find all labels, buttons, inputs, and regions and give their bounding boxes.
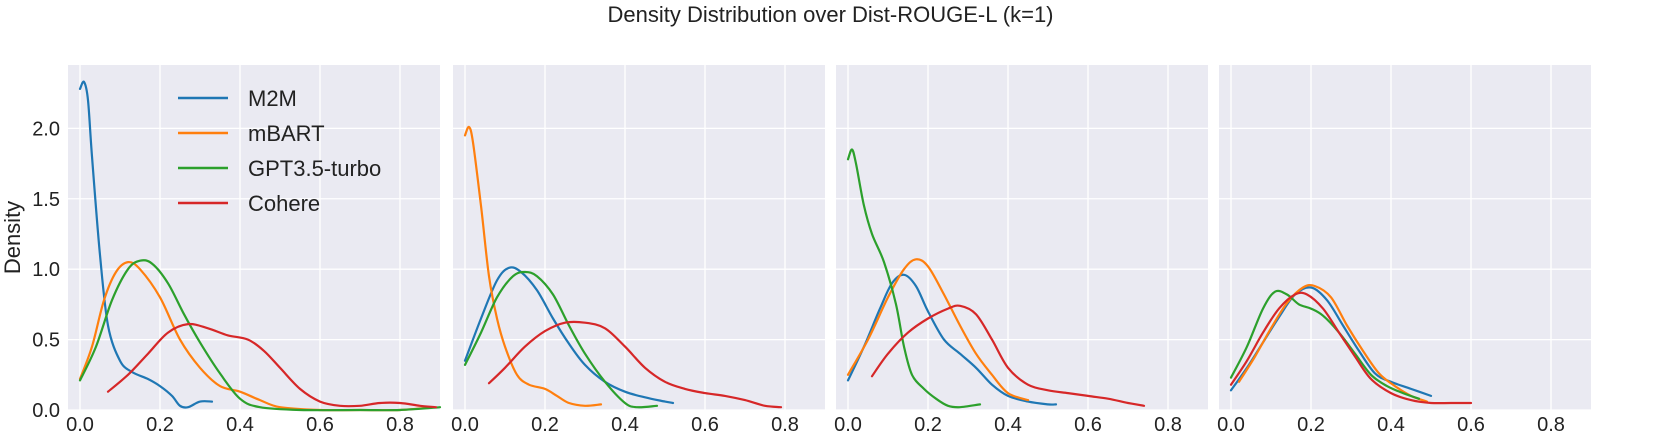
y-tick-label: 0.5 — [32, 330, 60, 352]
y-tick-label: 1.0 — [32, 259, 60, 281]
legend-label-mBART: mBART — [248, 121, 325, 146]
series-line-M2M — [463, 266, 675, 405]
x-tick-label: 0.4 — [226, 414, 254, 436]
y-axis-label: Density — [0, 201, 25, 274]
series-line-M2M — [846, 273, 1058, 406]
x-tick-label: 0.6 — [1457, 414, 1485, 436]
x-tick-label: 0.4 — [1377, 414, 1405, 436]
x-tick-label: 0.6 — [306, 414, 334, 436]
x-tick-label: 0.0 — [451, 414, 479, 436]
series-line-Cohere — [870, 304, 1146, 407]
series-line-Cohere — [106, 322, 438, 409]
figure-title: Density Distribution over Dist-ROUGE-L (… — [607, 2, 1054, 27]
x-tick-label: 0.4 — [611, 414, 639, 436]
plot-background — [453, 65, 825, 410]
x-tick-label: 0.0 — [66, 414, 94, 436]
panel-2: 0.0 0.2 0.4 0.6 0.8 — [451, 65, 825, 436]
x-tick-label: 0.8 — [386, 414, 414, 436]
x-tick-label: 0.0 — [834, 414, 862, 436]
x-tick-label: 0.8 — [1154, 414, 1182, 436]
series-line-GPT3.5-turbo — [846, 148, 982, 409]
series-line-Cohere — [487, 320, 783, 409]
x-tick-label: 0.4 — [994, 414, 1022, 436]
x-tick-label: 0.6 — [691, 414, 719, 436]
series-line-GPT3.5-turbo — [78, 259, 442, 412]
panel-3: 0.0 0.2 0.4 0.6 0.8 — [834, 65, 1208, 436]
series-line-GPT3.5-turbo — [463, 270, 659, 409]
panel-4: 0.0 0.2 0.4 0.6 0.8 — [1217, 65, 1591, 436]
plot-background — [68, 65, 440, 410]
legend-label-GPT3.5-turbo: GPT3.5-turbo — [248, 156, 381, 181]
x-tick-label: 0.8 — [771, 414, 799, 436]
panel-1: 0.0 0.2 0.4 0.6 0.8 0.0 0.5 1.0 1.5 2.0 Density M2M… — [0, 65, 442, 436]
legend-label-M2M: M2M — [248, 86, 297, 111]
x-tick-label: 0.0 — [1217, 414, 1245, 436]
plot-background — [836, 65, 1208, 410]
legend: M2M mBART GPT3.5-turbo Cohere — [178, 86, 381, 216]
x-tick-label: 0.2 — [531, 414, 559, 436]
series-line-mBART — [846, 258, 1030, 402]
plot-background — [1219, 65, 1591, 410]
series-line-mBART — [463, 125, 603, 407]
series-line-Cohere — [1229, 291, 1473, 405]
x-tick-label: 0.2 — [1297, 414, 1325, 436]
series-line-GPT3.5-turbo — [1229, 289, 1421, 400]
x-tick-label: 0.2 — [146, 414, 174, 436]
y-tick-label: 0.0 — [32, 400, 60, 422]
x-tick-label: 0.6 — [1074, 414, 1102, 436]
series-line-mBART — [1237, 283, 1429, 403]
legend-label-Cohere: Cohere — [248, 191, 320, 216]
x-tick-label: 0.2 — [914, 414, 942, 436]
x-tick-label: 0.8 — [1537, 414, 1565, 436]
y-tick-label: 1.5 — [32, 189, 60, 211]
y-tick-label: 2.0 — [32, 118, 60, 140]
